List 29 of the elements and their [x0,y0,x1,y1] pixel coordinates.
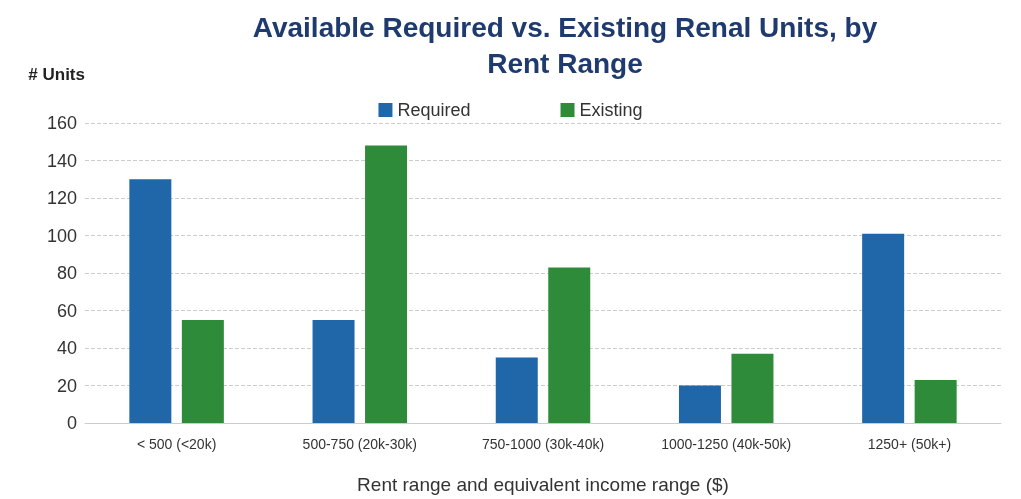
bar [862,233,905,423]
x-tick-label: 1250+ (50k+) [867,436,952,452]
x-tick-label: 750-1000 (30k-40k) [481,436,605,452]
y-tick-label: 80 [56,263,77,283]
x-tick-label: 1000-1250 (40k-50k) [661,436,792,452]
legend-label: Required [397,100,471,120]
x-tick-label: 500-750 (20k-30k) [302,436,417,452]
bar [495,357,538,423]
y-tick-label: 100 [46,225,77,246]
bar [181,319,224,423]
bar [678,385,721,423]
bar [731,353,774,423]
y-tick-label: 40 [56,338,77,358]
y-tick-label: 120 [46,188,77,208]
chart-title: Available Required vs. Existing Renal Units, by Rent Range [252,11,878,79]
bar [914,379,957,423]
bar [365,145,408,423]
y-axis-title: # Units [28,65,85,84]
bar [312,319,355,423]
y-tick-label: 140 [46,150,77,171]
y-tick-label: 160 [46,113,77,133]
x-tick-label: < 500 (<20k) [136,436,217,452]
bar [548,267,591,423]
bar [129,179,172,423]
y-tick-label: 20 [56,375,77,396]
legend-label: Existing [579,100,643,120]
x-axis-title: Rent range and equivalent income range ($) [357,474,729,495]
y-tick-label: 0 [66,413,77,433]
y-tick-label: 60 [56,300,77,321]
